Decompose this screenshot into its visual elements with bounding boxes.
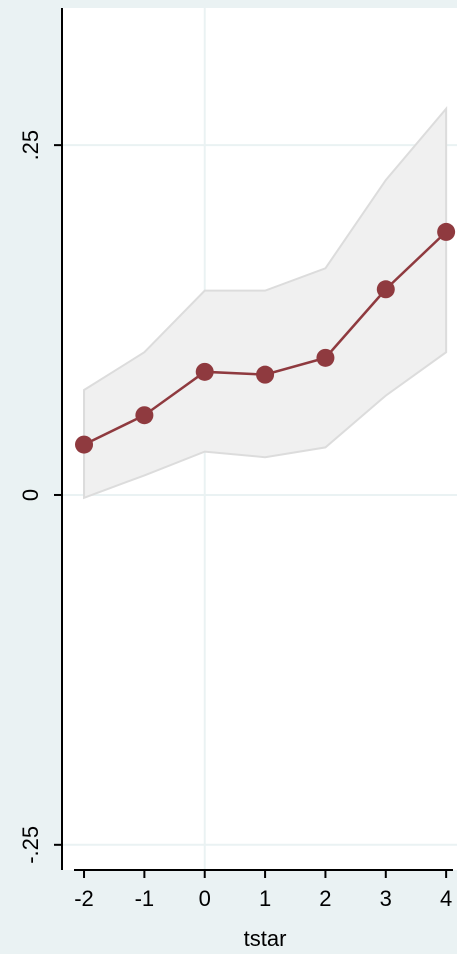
x-tick-label: 0 [199, 886, 211, 911]
point [195, 362, 214, 381]
y-tick-label: 0 [18, 489, 43, 501]
x-tick-label: 1 [259, 886, 271, 911]
point [256, 365, 275, 384]
x-tick-label: 4 [440, 886, 452, 911]
x-tick-label: 2 [319, 886, 331, 911]
x-axis-label: tstar [244, 926, 287, 951]
point [437, 222, 456, 241]
y-tick-label: .25 [18, 130, 43, 161]
x-tick-label: 3 [380, 886, 392, 911]
x-tick-label: -1 [135, 886, 155, 911]
y-tick-label: -.25 [18, 826, 43, 864]
point [135, 406, 154, 425]
point [316, 348, 335, 367]
x-tick-label: -2 [74, 886, 94, 911]
confidence-band [83, 106, 448, 500]
point [75, 435, 94, 454]
point [376, 280, 395, 299]
